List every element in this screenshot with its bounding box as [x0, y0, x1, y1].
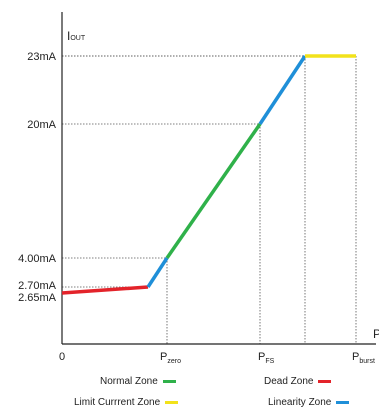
x-tick-label: PFS [258, 351, 275, 365]
series-line-dead-zone [61, 285, 149, 295]
legend-label: Limit Currrent Zone [74, 397, 161, 408]
legend-label: Dead Zone [264, 376, 314, 387]
series-lines [61, 54, 356, 295]
legend-item-normal-zone: Normal Zone [100, 376, 176, 387]
series-line-linearity-zone [258, 55, 307, 125]
x-tick-label: 0 [59, 351, 65, 363]
y-axis-title: IOUT [67, 29, 86, 43]
series-line-linearity-zone [146, 257, 169, 288]
legend-label: Normal Zone [100, 376, 158, 387]
series-line-normal-zone [165, 123, 262, 259]
legend-swatch [336, 401, 350, 404]
x-axis-title: P [373, 327, 379, 341]
y-tick-label: 2.70mA [18, 280, 57, 292]
legend-swatch [165, 401, 179, 404]
y-tick-label: 4.00mA [18, 253, 57, 265]
y-tick-label: 2.65mA [18, 292, 57, 304]
guide-lines [62, 55, 357, 344]
axes [61, 12, 376, 345]
x-tick-labels: 0 Pzero PFS Pburst [59, 351, 375, 365]
legend-swatch [162, 380, 176, 383]
y-tick-label: 23mA [27, 51, 56, 63]
x-tick-label: Pburst [352, 351, 375, 365]
legend-item-dead-zone: Dead Zone [264, 376, 332, 387]
y-axis-title-main: I [67, 29, 70, 43]
y-tick-label: 20mA [27, 119, 56, 131]
legend-item-linearity-zone: Linearity Zone [268, 397, 350, 408]
x-tick-label: Pzero [160, 351, 181, 365]
y-axis-title-sub: OUT [70, 35, 86, 42]
legend-label: Linearity Zone [268, 397, 332, 408]
legend-item-limit-current-zone: Limit Currrent Zone [74, 397, 179, 408]
legend-swatch [318, 380, 332, 383]
